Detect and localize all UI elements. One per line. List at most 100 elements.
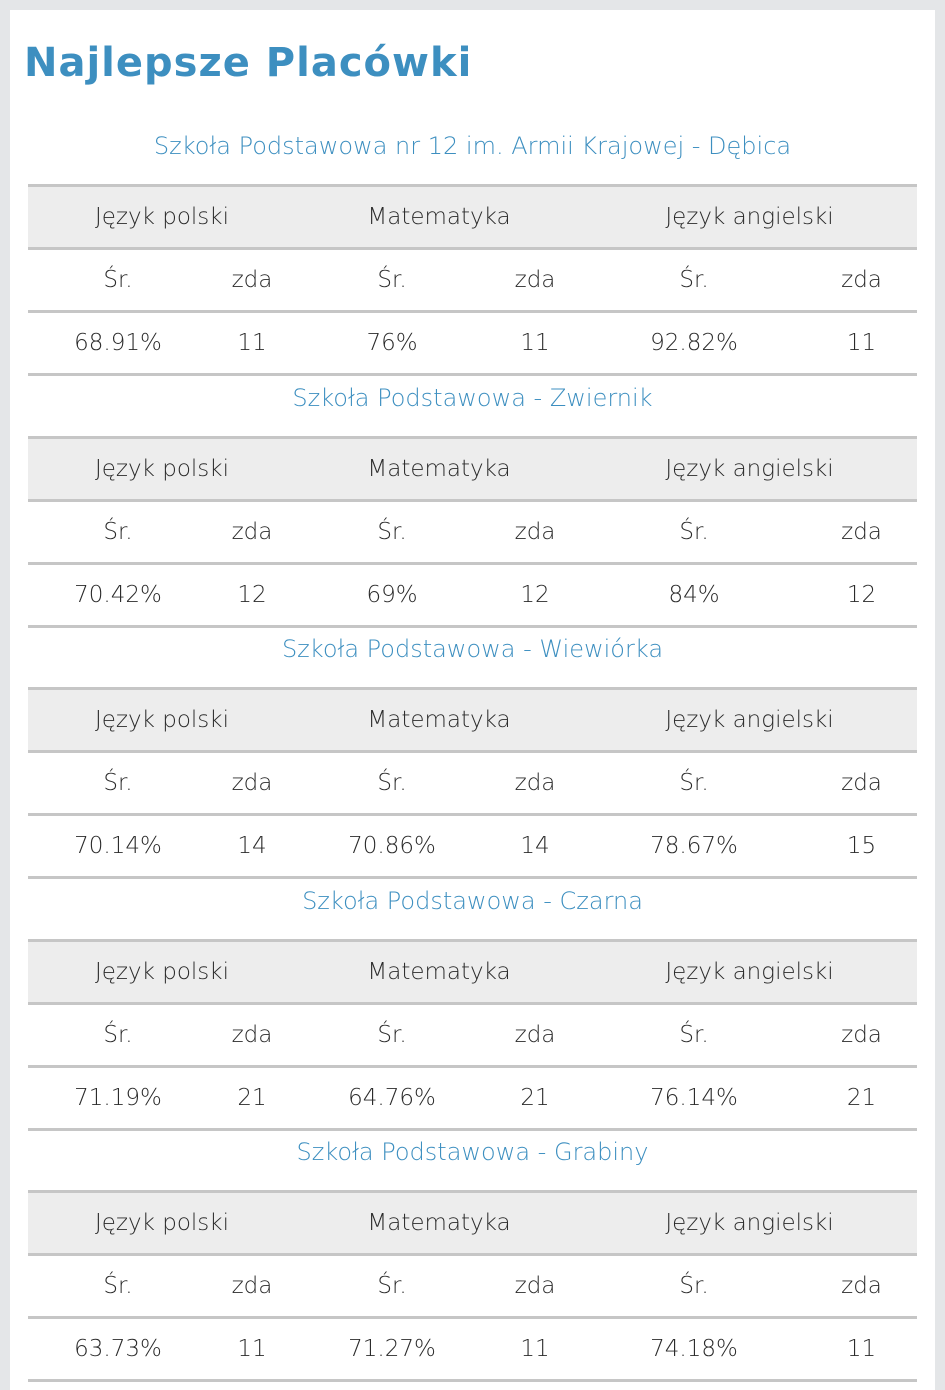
student-count: 21 bbox=[520, 1084, 550, 1111]
student-count: 11 bbox=[237, 330, 267, 356]
student-count: 12 bbox=[237, 581, 267, 608]
subject-header-row: Język polski Matematyka Język angielski bbox=[28, 688, 918, 752]
count-header: zda bbox=[231, 518, 273, 545]
avg-score: 71.27% bbox=[348, 1336, 436, 1362]
sub-header-row: Śr. zda Śr. zda Śr. zda bbox=[28, 500, 918, 563]
school-block: Szkoła Podstawowa - Wiewiórka Język polsk… bbox=[28, 627, 918, 879]
avg-score: 71.19% bbox=[74, 1084, 162, 1111]
avg-score: 76% bbox=[366, 330, 418, 356]
subject-header: Język polski bbox=[28, 688, 297, 752]
count-header: zda bbox=[841, 518, 882, 545]
subject-header: Matematyka bbox=[296, 688, 583, 752]
count-header: zda bbox=[841, 1021, 882, 1048]
count-header: zda bbox=[231, 267, 273, 293]
student-count: 15 bbox=[846, 833, 877, 859]
table-row: 70.14% 14 70.86% 14 78.67% 15 bbox=[28, 814, 918, 878]
student-count: 11 bbox=[846, 1336, 877, 1362]
table-row: 63.73% 11 71.27% 11 74.18% 11 bbox=[28, 1317, 918, 1381]
sub-header-row: Śr. zda Śr. zda Śr. zda bbox=[28, 1254, 918, 1318]
school-name[interactable]: Szkoła Podstawowa - Grabiny bbox=[296, 1138, 649, 1166]
subject-header: Matematyka bbox=[296, 437, 583, 500]
results-table: Język polski Matematyka Język angielski Śr.… bbox=[28, 184, 918, 376]
student-count: 14 bbox=[520, 833, 550, 859]
subject-header: Matematyka bbox=[296, 940, 583, 1003]
count-header: zda bbox=[514, 1021, 556, 1048]
subject-header-row: Język polski Matematyka Język angielski bbox=[28, 185, 918, 249]
avg-header: Śr. bbox=[679, 518, 709, 545]
school-name[interactable]: Szkoła Podstawowa - Wiewiórka bbox=[281, 635, 664, 663]
count-header: zda bbox=[514, 267, 556, 293]
avg-score: 78.67% bbox=[650, 833, 738, 859]
count-header: zda bbox=[841, 267, 882, 293]
results-table: Język polski Matematyka Język angielski Śr.… bbox=[28, 1190, 918, 1382]
avg-score: 74.18% bbox=[650, 1336, 738, 1362]
student-count: 21 bbox=[846, 1084, 877, 1111]
count-header: zda bbox=[514, 1273, 556, 1299]
school-block: Szkoła Podstawowa nr 12 im. Armii Krajow… bbox=[28, 124, 918, 376]
sub-header-row: Śr. zda Śr. zda Śr. zda bbox=[28, 1003, 918, 1066]
content-card: Najlepsze Placówki Szkoła Podstawowa nr … bbox=[10, 10, 935, 1390]
count-header: zda bbox=[841, 770, 882, 796]
avg-header: Śr. bbox=[103, 518, 133, 545]
subject-header: Język angielski bbox=[582, 940, 918, 1003]
count-header: zda bbox=[841, 1273, 882, 1299]
school-block: Szkoła Podstawowa - Czarna Język polski Ma… bbox=[28, 879, 918, 1131]
student-count: 11 bbox=[846, 330, 877, 356]
subject-header: Język angielski bbox=[582, 1191, 918, 1255]
count-header: zda bbox=[231, 770, 273, 796]
subject-header: Język polski bbox=[28, 437, 297, 500]
avg-header: Śr. bbox=[679, 770, 709, 796]
count-header: zda bbox=[514, 770, 556, 796]
avg-header: Śr. bbox=[679, 267, 709, 293]
avg-header: Śr. bbox=[377, 1273, 407, 1299]
avg-header: Śr. bbox=[679, 1021, 709, 1048]
avg-header: Śr. bbox=[103, 770, 133, 796]
student-count: 12 bbox=[846, 581, 877, 608]
avg-header: Śr. bbox=[679, 1273, 709, 1299]
student-count: 14 bbox=[237, 833, 267, 859]
subject-header: Język angielski bbox=[582, 185, 918, 249]
subject-header: Język polski bbox=[28, 185, 297, 249]
avg-header: Śr. bbox=[377, 267, 407, 293]
school-name[interactable]: Szkoła Podstawowa - Zwiernik bbox=[292, 383, 653, 412]
avg-score: 84% bbox=[668, 581, 720, 608]
results-table: Język polski Matematyka Język angielski Śr.… bbox=[28, 436, 918, 628]
student-count: 11 bbox=[520, 330, 550, 356]
avg-score: 70.14% bbox=[74, 833, 162, 859]
schools-list: Szkoła Podstawowa nr 12 im. Armii Krajow… bbox=[28, 124, 918, 1382]
avg-score: 63.73% bbox=[74, 1336, 162, 1362]
school-name[interactable]: Szkoła Podstawowa nr 12 im. Armii Krajow… bbox=[153, 132, 792, 160]
avg-header: Śr. bbox=[103, 1273, 133, 1299]
results-table: Język polski Matematyka Język angielski Śr.… bbox=[28, 939, 918, 1131]
student-count: 12 bbox=[520, 581, 550, 608]
results-table: Język polski Matematyka Język angielski Śr.… bbox=[28, 687, 918, 879]
subject-header-row: Język polski Matematyka Język angielski bbox=[28, 437, 918, 500]
avg-header: Śr. bbox=[103, 1021, 133, 1048]
student-count: 11 bbox=[237, 1336, 267, 1362]
subject-header-row: Język polski Matematyka Język angielski bbox=[28, 1191, 918, 1255]
page-title: Najlepsze Placówki bbox=[24, 40, 473, 86]
subject-header: Język polski bbox=[28, 1191, 297, 1255]
school-name[interactable]: Szkoła Podstawowa - Czarna bbox=[302, 886, 643, 915]
count-header: zda bbox=[231, 1273, 273, 1299]
table-row: 68.91% 11 76% 11 92.82% 11 bbox=[28, 311, 918, 375]
subject-header: Matematyka bbox=[296, 185, 583, 249]
school-block: Szkoła Podstawowa - Zwiernik Język polski… bbox=[28, 376, 918, 628]
student-count: 21 bbox=[237, 1084, 267, 1111]
avg-score: 70.86% bbox=[348, 833, 436, 859]
avg-score: 76.14% bbox=[650, 1084, 738, 1111]
table-row: 70.42% 12 69% 12 84% 12 bbox=[28, 563, 918, 626]
avg-score: 68.91% bbox=[74, 330, 162, 356]
subject-header: Matematyka bbox=[296, 1191, 583, 1255]
avg-score: 64.76% bbox=[348, 1084, 436, 1111]
subject-header-row: Język polski Matematyka Język angielski bbox=[28, 940, 918, 1003]
avg-header: Śr. bbox=[377, 518, 407, 545]
count-header: zda bbox=[231, 1021, 273, 1048]
subject-header: Język angielski bbox=[582, 688, 918, 752]
count-header: zda bbox=[514, 518, 556, 545]
subject-header: Język angielski bbox=[582, 437, 918, 500]
avg-header: Śr. bbox=[377, 1021, 407, 1048]
subject-header: Język polski bbox=[28, 940, 297, 1003]
avg-score: 70.42% bbox=[74, 581, 162, 608]
avg-score: 69% bbox=[366, 581, 418, 608]
